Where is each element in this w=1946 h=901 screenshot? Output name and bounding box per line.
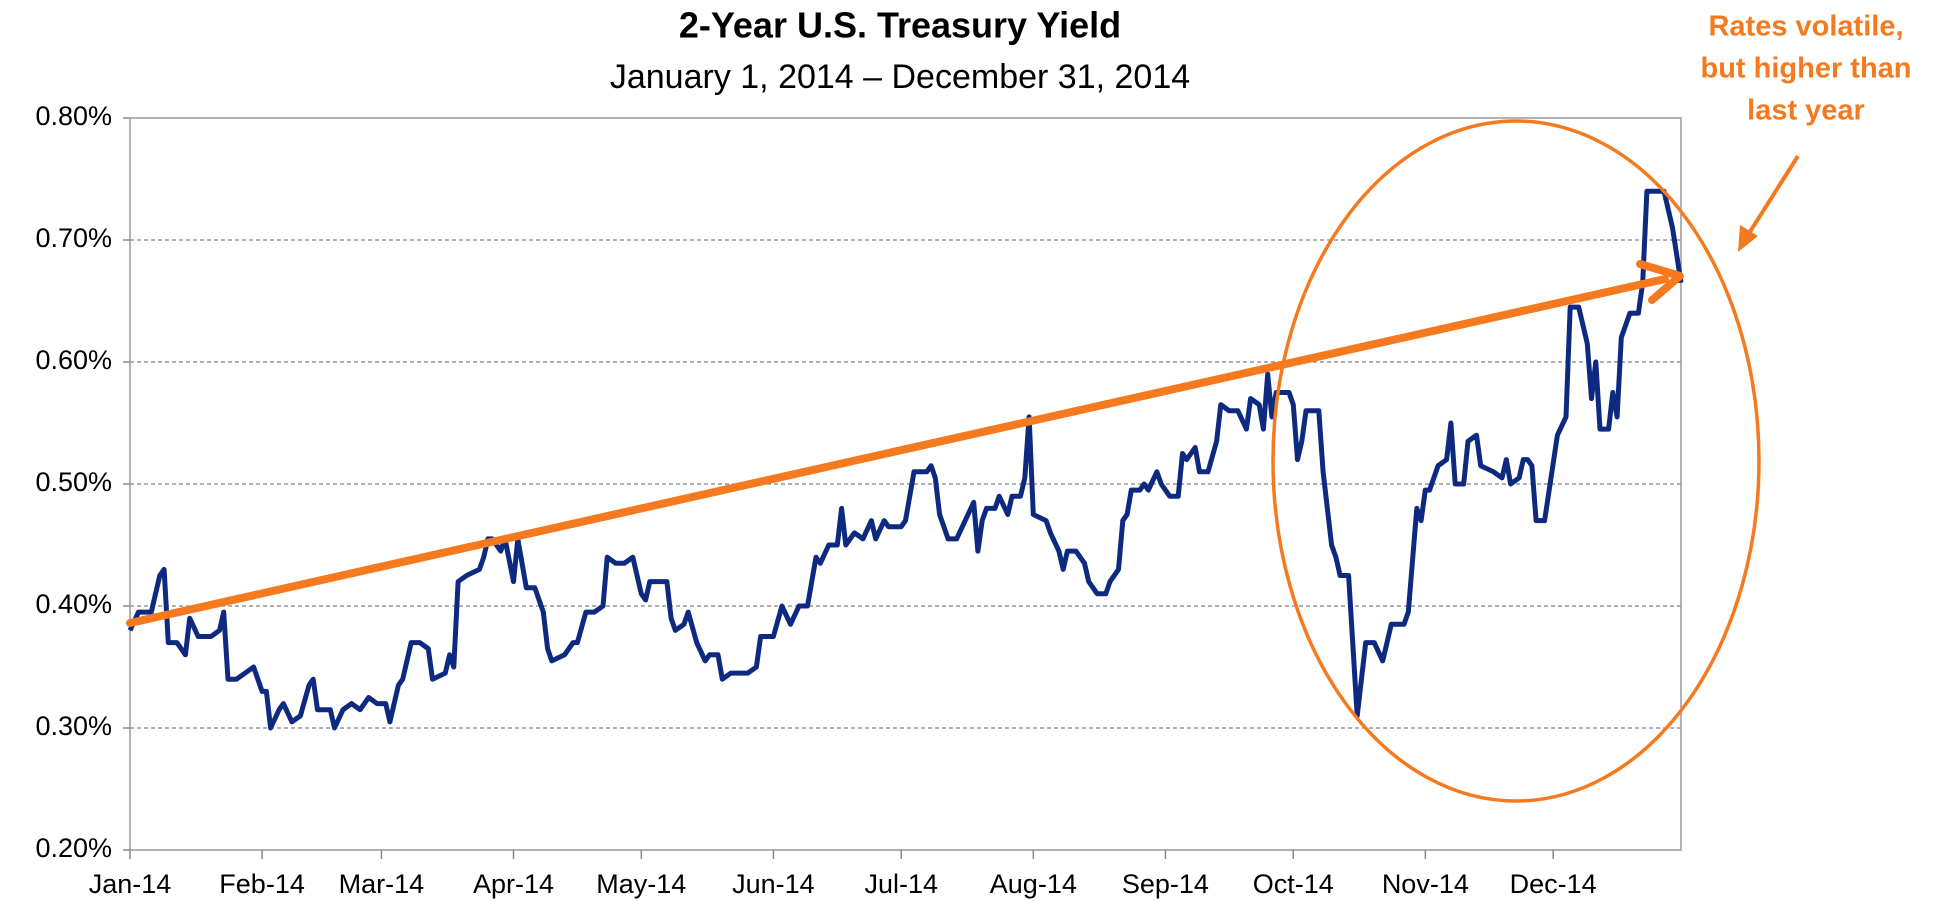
- annotation: Rates volatile, but higher than last year: [1700, 11, 1911, 127]
- annotation-line: but higher than: [1700, 53, 1911, 85]
- y-tick-label: 0.60%: [35, 345, 112, 375]
- chart-title: 2-Year U.S. Treasury Yield: [679, 5, 1121, 46]
- x-tick-label: Jan-14: [89, 869, 172, 899]
- yield-line: [127, 188, 1684, 731]
- x-tick-label: Feb-14: [219, 869, 305, 899]
- x-tick-label: Nov-14: [1382, 869, 1469, 899]
- x-tick-label: Mar-14: [339, 869, 425, 899]
- x-tick-label: Dec-14: [1510, 869, 1597, 899]
- y-tick-label: 0.30%: [35, 711, 112, 741]
- x-tick-label: Jul-14: [864, 869, 938, 899]
- y-tick-label: 0.20%: [35, 833, 112, 863]
- y-tick-label: 0.50%: [35, 467, 112, 497]
- callout-arrowhead: [1738, 225, 1758, 252]
- x-tick-label: Apr-14: [473, 869, 554, 899]
- x-tick-label: Oct-14: [1253, 869, 1334, 899]
- y-tick-label: 0.80%: [35, 101, 112, 131]
- trend-arrowhead: [1636, 260, 1684, 304]
- trend-arrow: [126, 275, 1669, 627]
- plot-frame: [129, 117, 1682, 851]
- x-tick-label: Jun-14: [732, 869, 815, 899]
- chart-subtitle: January 1, 2014 – December 31, 2014: [610, 58, 1190, 96]
- x-tick-label: May-14: [596, 869, 686, 899]
- callout-arrow: [1744, 154, 1800, 240]
- x-tick-label: Sep-14: [1122, 869, 1209, 899]
- annotation-line: Rates volatile,: [1708, 11, 1903, 43]
- highlight-ellipse: [1271, 119, 1761, 803]
- y-tick-label: 0.40%: [35, 589, 112, 619]
- annotation-line: last year: [1747, 95, 1865, 127]
- y-tick-label: 0.70%: [35, 223, 112, 253]
- x-tick-label: Aug-14: [990, 869, 1077, 899]
